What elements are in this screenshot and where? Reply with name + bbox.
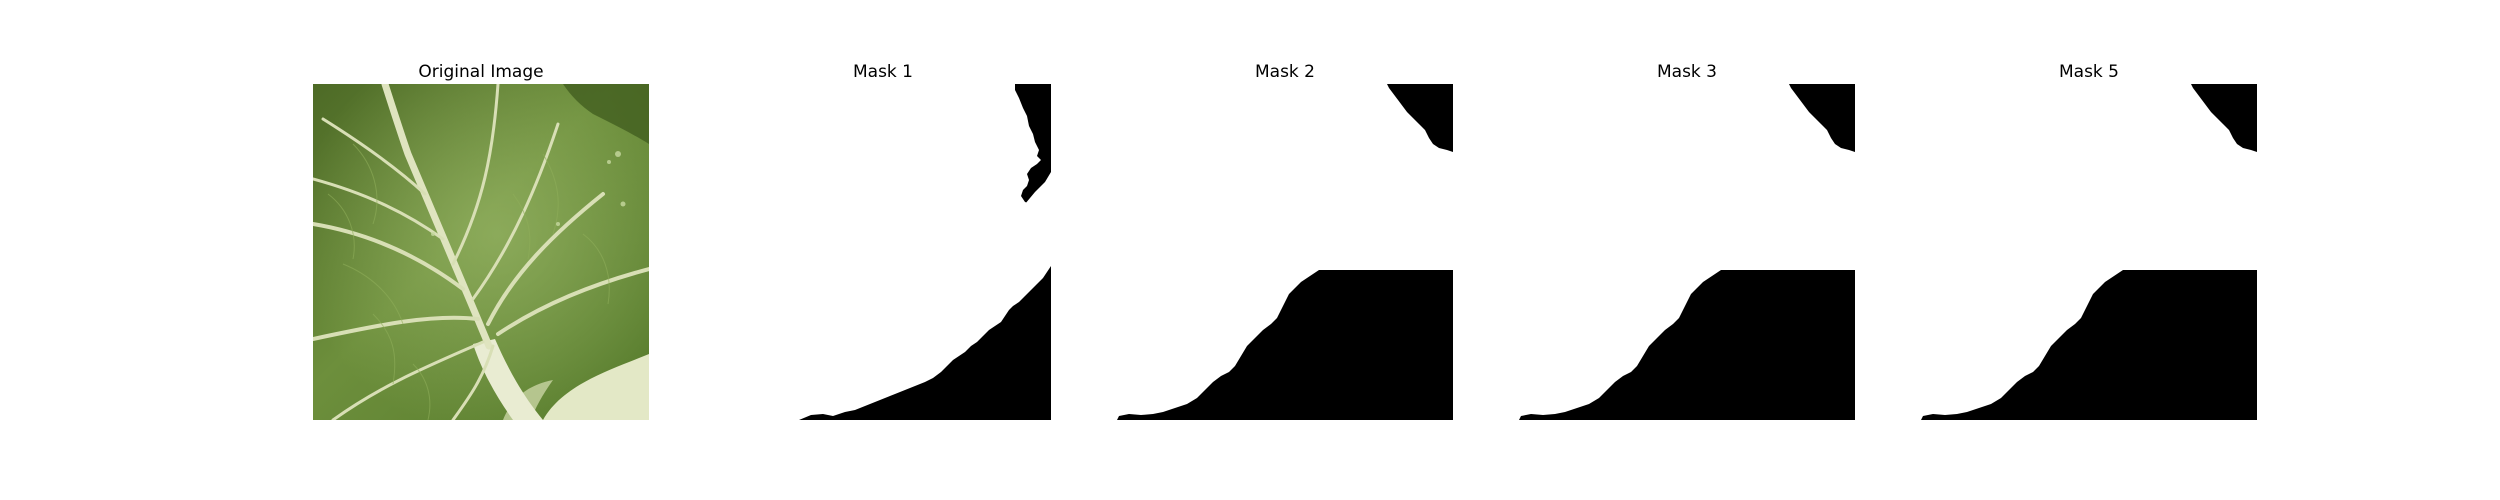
leaf-photo [313,84,649,420]
original-image-title: Original Image [418,62,544,82]
mask-5-image [1921,84,2257,420]
mask-1-panel: Mask 1 [715,60,1051,420]
original-image-panel: Original Image [313,60,649,420]
mask-3-title: Mask 3 [1656,62,1717,82]
mask-3-panel: Mask 3 [1519,60,1855,420]
mask-1-title: Mask 1 [852,62,913,82]
mask-2-image [1117,84,1453,420]
mask-5-title: Mask 5 [2058,62,2119,82]
mask-2-title: Mask 2 [1254,62,1315,82]
mask-1-image [715,84,1051,420]
mask-5-panel: Mask 5 [1921,60,2257,420]
mask-3-image [1519,84,1855,420]
mask-2-panel: Mask 2 [1117,60,1453,420]
